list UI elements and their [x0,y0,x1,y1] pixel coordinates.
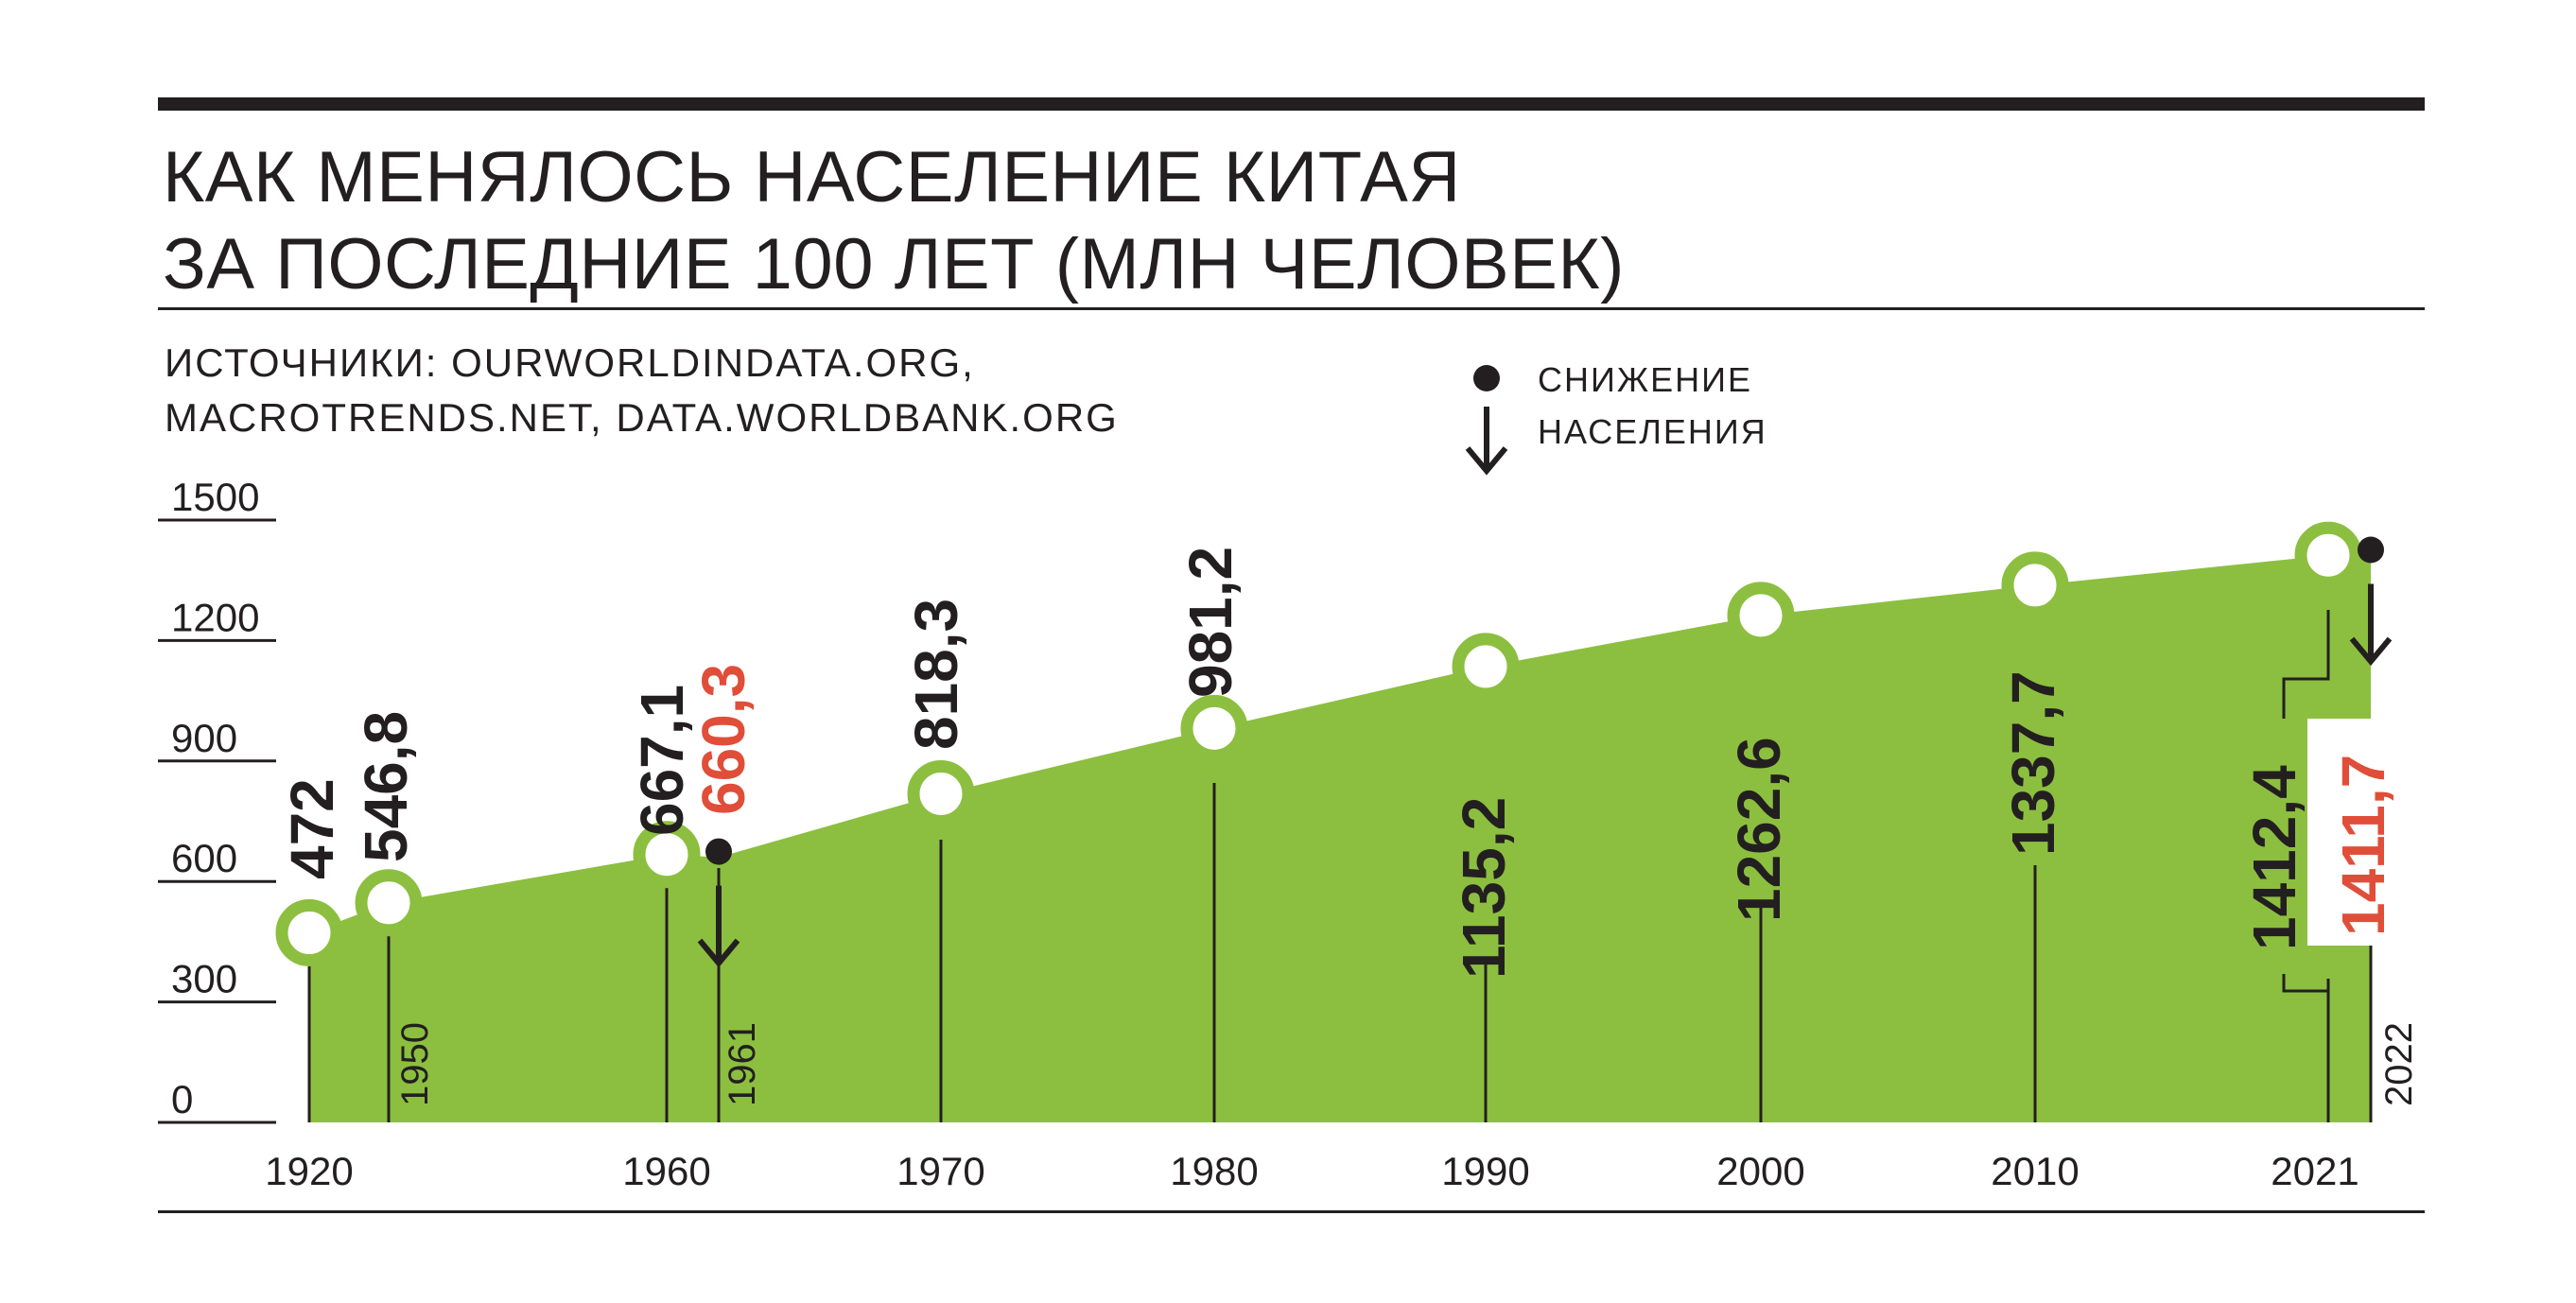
label-bracket-top [2282,610,2330,719]
population-area [309,555,2371,1122]
data-point-marker [2294,521,2362,589]
chart-title-line-2: ЗА ПОСЛЕДНИЕ 100 ЛЕТ (МЛН ЧЕЛОВЕК) [163,224,1625,304]
data-point-marker [275,899,343,967]
data-value-label: 1411,7 [2329,755,2397,936]
legend-arrow-icon [1465,446,1508,476]
top-rule [158,97,2425,111]
x-axis-year-label: 2000 [1716,1149,1804,1193]
decline-dot [2358,536,2384,564]
data-point-marker [1452,633,1520,701]
data-value-label: 1412,4 [2240,765,2308,950]
decline-arrow-icon [697,938,740,968]
y-axis-tick-label: 600 [171,836,237,880]
data-value-label: 818,3 [902,599,970,750]
label-backdrop [2307,719,2371,946]
legend-label: СНИЖЕНИЕ НАСЕЛЕНИЯ [1538,354,1767,458]
source-line-2: MACROTRENDS.NET, DATA.WORLDBANK.ORG [165,395,1119,440]
chart-title-line-1: КАК МЕНЯЛОСЬ НАСЕЛЕНИЕ КИТАЯ [163,137,1461,217]
data-value-label: 981,2 [1176,547,1244,698]
vertical-year-label: 1961 [722,1022,763,1106]
label-bracket-bottom [2282,974,2330,1122]
vertical-year-label: 1950 [394,1022,436,1106]
bottom-rule [158,1210,2425,1213]
x-axis-year-label: 1990 [1441,1149,1529,1193]
decline-arrow-icon [2349,636,2393,667]
x-axis-year-label: 2021 [2271,1149,2358,1193]
data-value-label: 1337,7 [1999,670,2067,856]
title-divider [158,307,2425,310]
data-point-marker [907,759,975,827]
data-value-label: 472 [278,778,346,879]
x-axis-year-label: 1920 [265,1149,353,1193]
data-value-label: 667,1 [628,685,696,836]
data-point-marker [633,821,701,889]
data-value-label: 660,3 [689,664,757,815]
data-value-label: 1135,2 [1450,797,1518,979]
y-axis-tick-label: 300 [171,957,237,1001]
data-value-label: 1262,6 [1725,737,1793,922]
y-axis-tick-label: 1200 [171,595,259,639]
chart-title: КАК МЕНЯЛОСЬ НАСЕЛЕНИЕ КИТАЯ ЗА ПОСЛЕДНИ… [163,134,1625,308]
data-point-marker [1180,694,1248,762]
data-point-marker [1727,582,1795,650]
legend-dot-icon [1473,365,1500,391]
data-point-marker [2001,551,2069,619]
legend-label-line-1: СНИЖЕНИЕ [1538,360,1753,399]
vertical-year-label: 2022 [2378,1022,2420,1106]
source-note: ИСТОЧНИКИ: OURWORLDINDATA.ORG, MACROTREN… [165,336,1119,445]
x-axis-year-label: 2010 [1991,1149,2079,1193]
data-value-label: 546,8 [352,711,420,862]
y-axis-tick-label: 0 [171,1077,193,1121]
source-line-1: ИСТОЧНИКИ: OURWORLDINDATA.ORG, [165,340,975,385]
decline-dot [705,838,732,865]
y-axis-tick-label: 1500 [171,475,259,519]
x-axis-year-label: 1980 [1170,1149,1258,1193]
data-point-marker [355,869,423,937]
x-axis-year-label: 1970 [896,1149,984,1193]
x-axis-year-label: 1960 [622,1149,710,1193]
y-axis-tick-label: 900 [171,716,237,760]
legend-label-line-2: НАСЕЛЕНИЯ [1538,412,1767,451]
